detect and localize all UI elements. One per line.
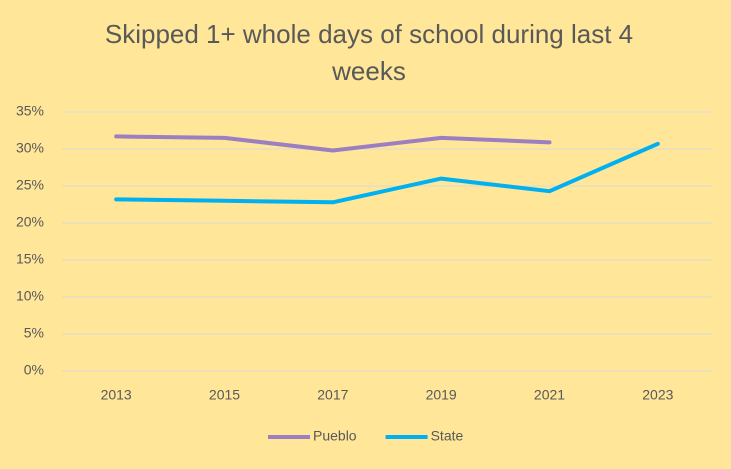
y-tick-label: 35% xyxy=(16,103,44,119)
legend-label: Pueblo xyxy=(313,428,357,444)
x-tick-label: 2017 xyxy=(317,387,348,403)
y-tick-label: 5% xyxy=(24,325,44,341)
y-tick-label: 10% xyxy=(16,288,44,304)
x-tick-label: 2015 xyxy=(209,387,240,403)
legend-label: State xyxy=(431,428,464,444)
x-tick-label: 2023 xyxy=(642,387,673,403)
series-line xyxy=(114,134,552,153)
y-tick-label: 0% xyxy=(24,362,44,378)
x-tick-label: 2013 xyxy=(101,387,132,403)
chart-title: Skipped 1+ whole days of school during l… xyxy=(104,19,634,86)
x-tick-label: 2019 xyxy=(426,387,457,403)
y-tick-label: 25% xyxy=(16,177,44,193)
x-tick-label: 2021 xyxy=(534,387,565,403)
y-tick-label: 15% xyxy=(16,251,44,267)
y-tick-label: 30% xyxy=(16,140,44,156)
y-tick-label: 20% xyxy=(16,214,44,230)
series-line xyxy=(114,141,660,205)
